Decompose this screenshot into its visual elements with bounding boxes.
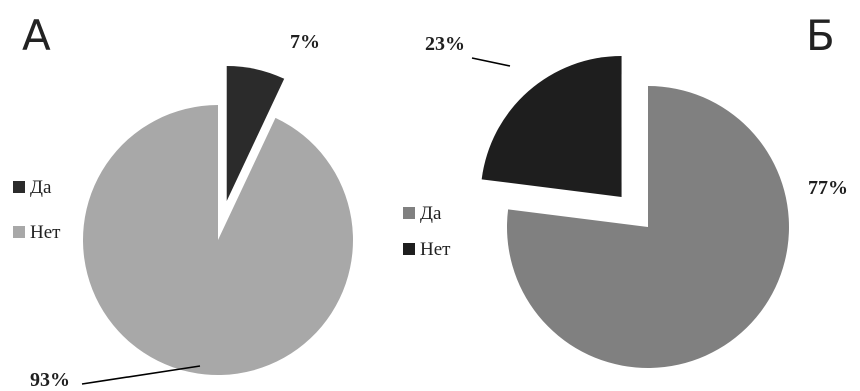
legend-b-swatch-no [403, 243, 415, 255]
legend-b-label-no: Нет [420, 239, 451, 260]
leader-line-b-no [471, 57, 511, 67]
pie-b-slice-1 [506, 86, 789, 369]
pie-chart-a: А Да Нет 7% 93% [13, 11, 353, 391]
pie-a-slices [82, 65, 353, 375]
data-label-a-no: 93% [30, 369, 70, 391]
legend-b-label-yes: Да [420, 203, 442, 224]
pie-a-slice-2 [82, 105, 353, 375]
leader-line-a-no [81, 365, 201, 385]
legend-a-label-no: Нет [30, 222, 61, 243]
data-label-b-yes: 77% [808, 177, 848, 199]
pie-b-slice-2 [481, 55, 622, 197]
data-label-b-no: 23% [425, 33, 465, 55]
panel-letter-b: Б [806, 11, 835, 60]
pie-chart-b: Б Да Нет 23% 77% [403, 11, 848, 369]
panel-letter-a: А [22, 11, 51, 60]
legend-a-swatch-no [13, 226, 25, 238]
legend-b: Да Нет [403, 203, 451, 260]
legend-a-swatch-yes [13, 181, 25, 193]
data-label-a-yes: 7% [290, 31, 320, 53]
legend-a-label-yes: Да [30, 177, 52, 198]
pie-b-slices [481, 55, 789, 369]
legend-a: Да Нет [13, 177, 61, 243]
legend-b-swatch-yes [403, 207, 415, 219]
pie-a-slice-1 [226, 65, 285, 201]
